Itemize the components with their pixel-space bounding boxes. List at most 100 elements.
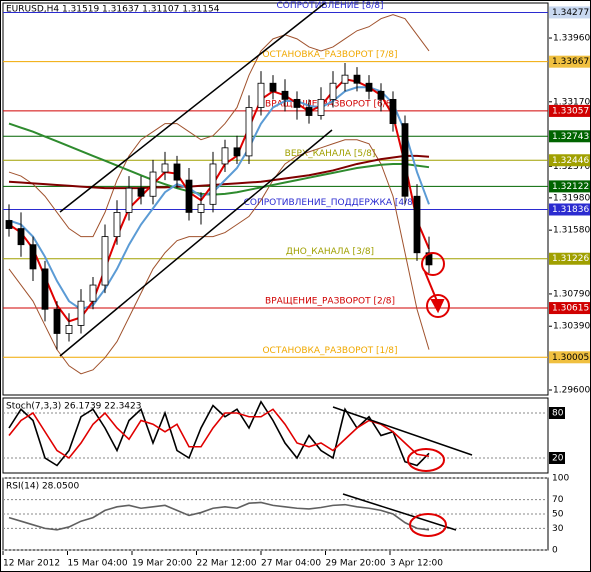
trend-line [342,493,457,531]
circle [426,294,450,318]
candle-body [281,90,289,100]
candle-body [329,82,337,100]
price-label: 1.34277 [552,8,589,18]
candle-body [209,163,217,205]
tick-box [549,452,565,464]
level-label: ДНО_КАНАЛА [3/8] [286,247,374,257]
indicator-line [8,408,430,460]
y-tick-label: 1.33960 [553,34,590,44]
y-tick-label: 50 [552,510,564,520]
candle-body [137,187,145,197]
y-tick-label: 1.30790 [553,289,590,299]
candle-body [17,228,25,246]
price-label: 1.33057 [552,106,589,116]
y-tick-label: 100 [552,474,569,484]
x-tick-label: 27 Mar 04:00 [261,559,321,569]
price-label: 1.32446 [552,156,589,166]
y-tick-label: 1.31980 [553,193,590,203]
candle-body [41,268,49,310]
y-tick-label: 70 [552,495,564,505]
candle-body [233,147,241,157]
y-tick-label: 1.32370 [553,162,590,172]
candle-body [305,107,313,116]
x-tick-label: 22 Mar 12:00 [197,559,257,569]
level-label: СОПРОТИВЛЕНИЕ_ПОДДЕРЖКА [4/8] [244,198,417,208]
panel-frame [2,2,549,396]
candle-body [245,107,253,157]
y-tick-label: 30 [552,524,564,534]
channel-line [59,129,333,357]
x-tick-label: 29 Mar 20:00 [326,559,386,569]
y-tick-label: 1.31580 [553,226,590,236]
x-tick-label: 3 Apr 12:00 [390,559,443,569]
price-label-box [549,55,591,68]
indicator-line [8,139,430,375]
candle-body [341,74,349,84]
level-label: ВРАЩЕНИЕ_РАЗВОРОТ [6/8] [265,99,395,109]
candle-body [125,187,133,213]
y-tick-label: 0 [552,546,558,556]
x-tick-label: 15 Mar 04:00 [68,559,128,569]
x-tick-label: 19 Mar 20:00 [132,559,192,569]
candle-body [29,244,37,270]
indicator-line [8,501,430,531]
candle-body [197,203,205,213]
y-tick-label: 1.30390 [553,322,590,332]
arrow [424,271,438,302]
candle-body [269,82,277,92]
tick-box [549,407,565,419]
candle-body [221,147,229,165]
y-tick-label: 80 [552,409,564,419]
candle-body [53,308,61,334]
level-label: ОСТАНОВКА_РАЗВОРОТ [1/8] [262,346,397,356]
y-tick-label: 1.29600 [553,385,590,395]
price-label-box [549,252,591,265]
panel-title: Stoch(7,3,3) 26.1739 22.3423 [6,402,141,412]
price-label-box [549,6,591,19]
candle-body [77,300,85,326]
candle-body [185,179,193,213]
price-label-box [549,302,591,315]
candle-body [317,98,325,116]
candle-body [113,212,121,238]
candle-body [101,236,109,286]
level-label: ВЕРХ_КАНАЛА [5/8] [285,149,376,159]
price-label: 1.33667 [552,57,589,67]
level-label: ВРАЩЕНИЕ_РАЗВОРОТ [2/8] [265,297,395,307]
candle-body [89,284,97,302]
level-label: СОПРОТИВЛЕНИЕ [8/8] [276,1,383,11]
candle-body [413,195,421,254]
annotations [59,2,473,531]
candle-body [389,98,397,125]
channel-line [59,2,326,213]
x-tick-label: 12 Mar 2012 [3,559,60,569]
candle-body [161,163,169,173]
circle [409,513,447,537]
chart-title: EURUSD,H4 1.31519 1.31637 1.31107 1.3115… [6,5,220,15]
candle-body [149,171,157,197]
candle-body [365,82,373,92]
circle [407,448,445,472]
candle-body [353,74,361,84]
arrow-head [430,299,445,314]
panel-title: RSI(14) 28.0500 [6,482,79,492]
indicator-line [8,122,430,196]
price-label-box [549,130,591,143]
level-label: ОСТАНОВКА_РАЗВОРОТ [7/8] [262,50,397,60]
candle-body [65,325,73,334]
trend-line [332,406,473,456]
price-label-box [549,180,591,193]
price-label-box [549,104,591,117]
price-label-box [549,203,591,216]
candle-body [173,163,181,181]
candle-body [377,90,385,100]
circle [421,252,445,276]
price-label: 1.31836 [552,205,589,215]
indicator-line [8,154,430,190]
candle-body [401,123,409,197]
highlights [407,252,450,537]
price-label: 1.30005 [552,353,589,363]
panel-frame [2,397,549,474]
